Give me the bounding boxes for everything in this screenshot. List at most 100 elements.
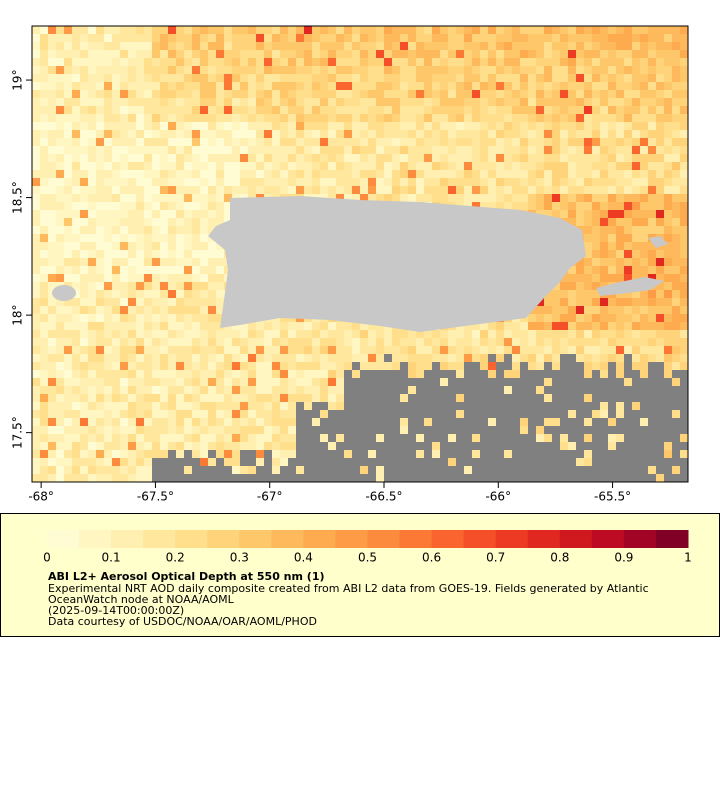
pixel (360, 458, 368, 466)
pixel (656, 450, 664, 458)
pixel (208, 114, 216, 122)
pixel (72, 458, 80, 466)
pixel (272, 90, 280, 98)
pixel (232, 26, 240, 34)
pixel (96, 202, 104, 210)
pixel (616, 410, 624, 418)
pixel (408, 114, 416, 122)
pixel (296, 42, 304, 50)
pixel (488, 98, 496, 106)
pixel (128, 106, 136, 114)
pixel (608, 394, 616, 402)
pixel (352, 34, 360, 42)
pixel (168, 258, 176, 266)
pixel (664, 378, 672, 386)
pixel (216, 426, 224, 434)
pixel (648, 386, 656, 394)
pixel (208, 130, 216, 138)
pixel (200, 434, 208, 442)
pixel (576, 114, 584, 122)
pixel (576, 306, 584, 314)
pixel (360, 450, 368, 458)
pixel (232, 170, 240, 178)
pixel (136, 194, 144, 202)
pixel (520, 354, 528, 362)
pixel (456, 370, 464, 378)
pixel (496, 106, 504, 114)
pixel (544, 130, 552, 138)
pixel (200, 106, 208, 114)
pixel (440, 450, 448, 458)
pixel (168, 386, 176, 394)
colorbar-swatch (143, 530, 176, 548)
pixel (104, 90, 112, 98)
pixel (32, 122, 40, 130)
pixel (592, 74, 600, 82)
pixel (56, 306, 64, 314)
pixel (248, 90, 256, 98)
pixel (120, 354, 128, 362)
pixel (304, 370, 312, 378)
pixel (448, 58, 456, 66)
pixel (472, 186, 480, 194)
pixel (672, 210, 680, 218)
pixel (312, 90, 320, 98)
pixel (496, 138, 504, 146)
pixel (104, 178, 112, 186)
pixel (32, 34, 40, 42)
pixel (184, 450, 192, 458)
pixel (40, 90, 48, 98)
pixel (96, 242, 104, 250)
pixel (128, 146, 136, 154)
pixel (224, 394, 232, 402)
pixel (264, 90, 272, 98)
pixel (504, 58, 512, 66)
pixel (360, 362, 368, 370)
pixel (88, 114, 96, 122)
pixel (88, 394, 96, 402)
pixel (576, 466, 584, 474)
pixel (72, 474, 80, 482)
pixel (560, 66, 568, 74)
pixel (168, 242, 176, 250)
pixel (560, 426, 568, 434)
pixel (520, 138, 528, 146)
pixel (384, 98, 392, 106)
pixel (224, 370, 232, 378)
pixel (656, 154, 664, 162)
pixel (640, 250, 648, 258)
pixel (400, 42, 408, 50)
pixel (136, 258, 144, 266)
pixel (144, 258, 152, 266)
pixel (288, 386, 296, 394)
pixel (496, 194, 504, 202)
pixel (72, 386, 80, 394)
pixel (552, 178, 560, 186)
pixel (128, 170, 136, 178)
pixel (88, 314, 96, 322)
pixel (224, 426, 232, 434)
pixel (472, 394, 480, 402)
pixel (672, 434, 680, 442)
pixel (440, 458, 448, 466)
pixel (576, 258, 584, 266)
pixel (608, 58, 616, 66)
pixel (256, 434, 264, 442)
pixel (168, 322, 176, 330)
pixel (368, 474, 376, 482)
pixel (656, 442, 664, 450)
pixel (320, 386, 328, 394)
pixel (40, 178, 48, 186)
pixel (128, 34, 136, 42)
pixel (536, 346, 544, 354)
pixel (584, 90, 592, 98)
pixel (600, 266, 608, 274)
pixel (680, 170, 688, 178)
pixel (584, 370, 592, 378)
pixel (552, 458, 560, 466)
pixel (344, 418, 352, 426)
pixel (352, 90, 360, 98)
pixel (528, 410, 536, 418)
pixel (256, 50, 264, 58)
pixel (320, 178, 328, 186)
